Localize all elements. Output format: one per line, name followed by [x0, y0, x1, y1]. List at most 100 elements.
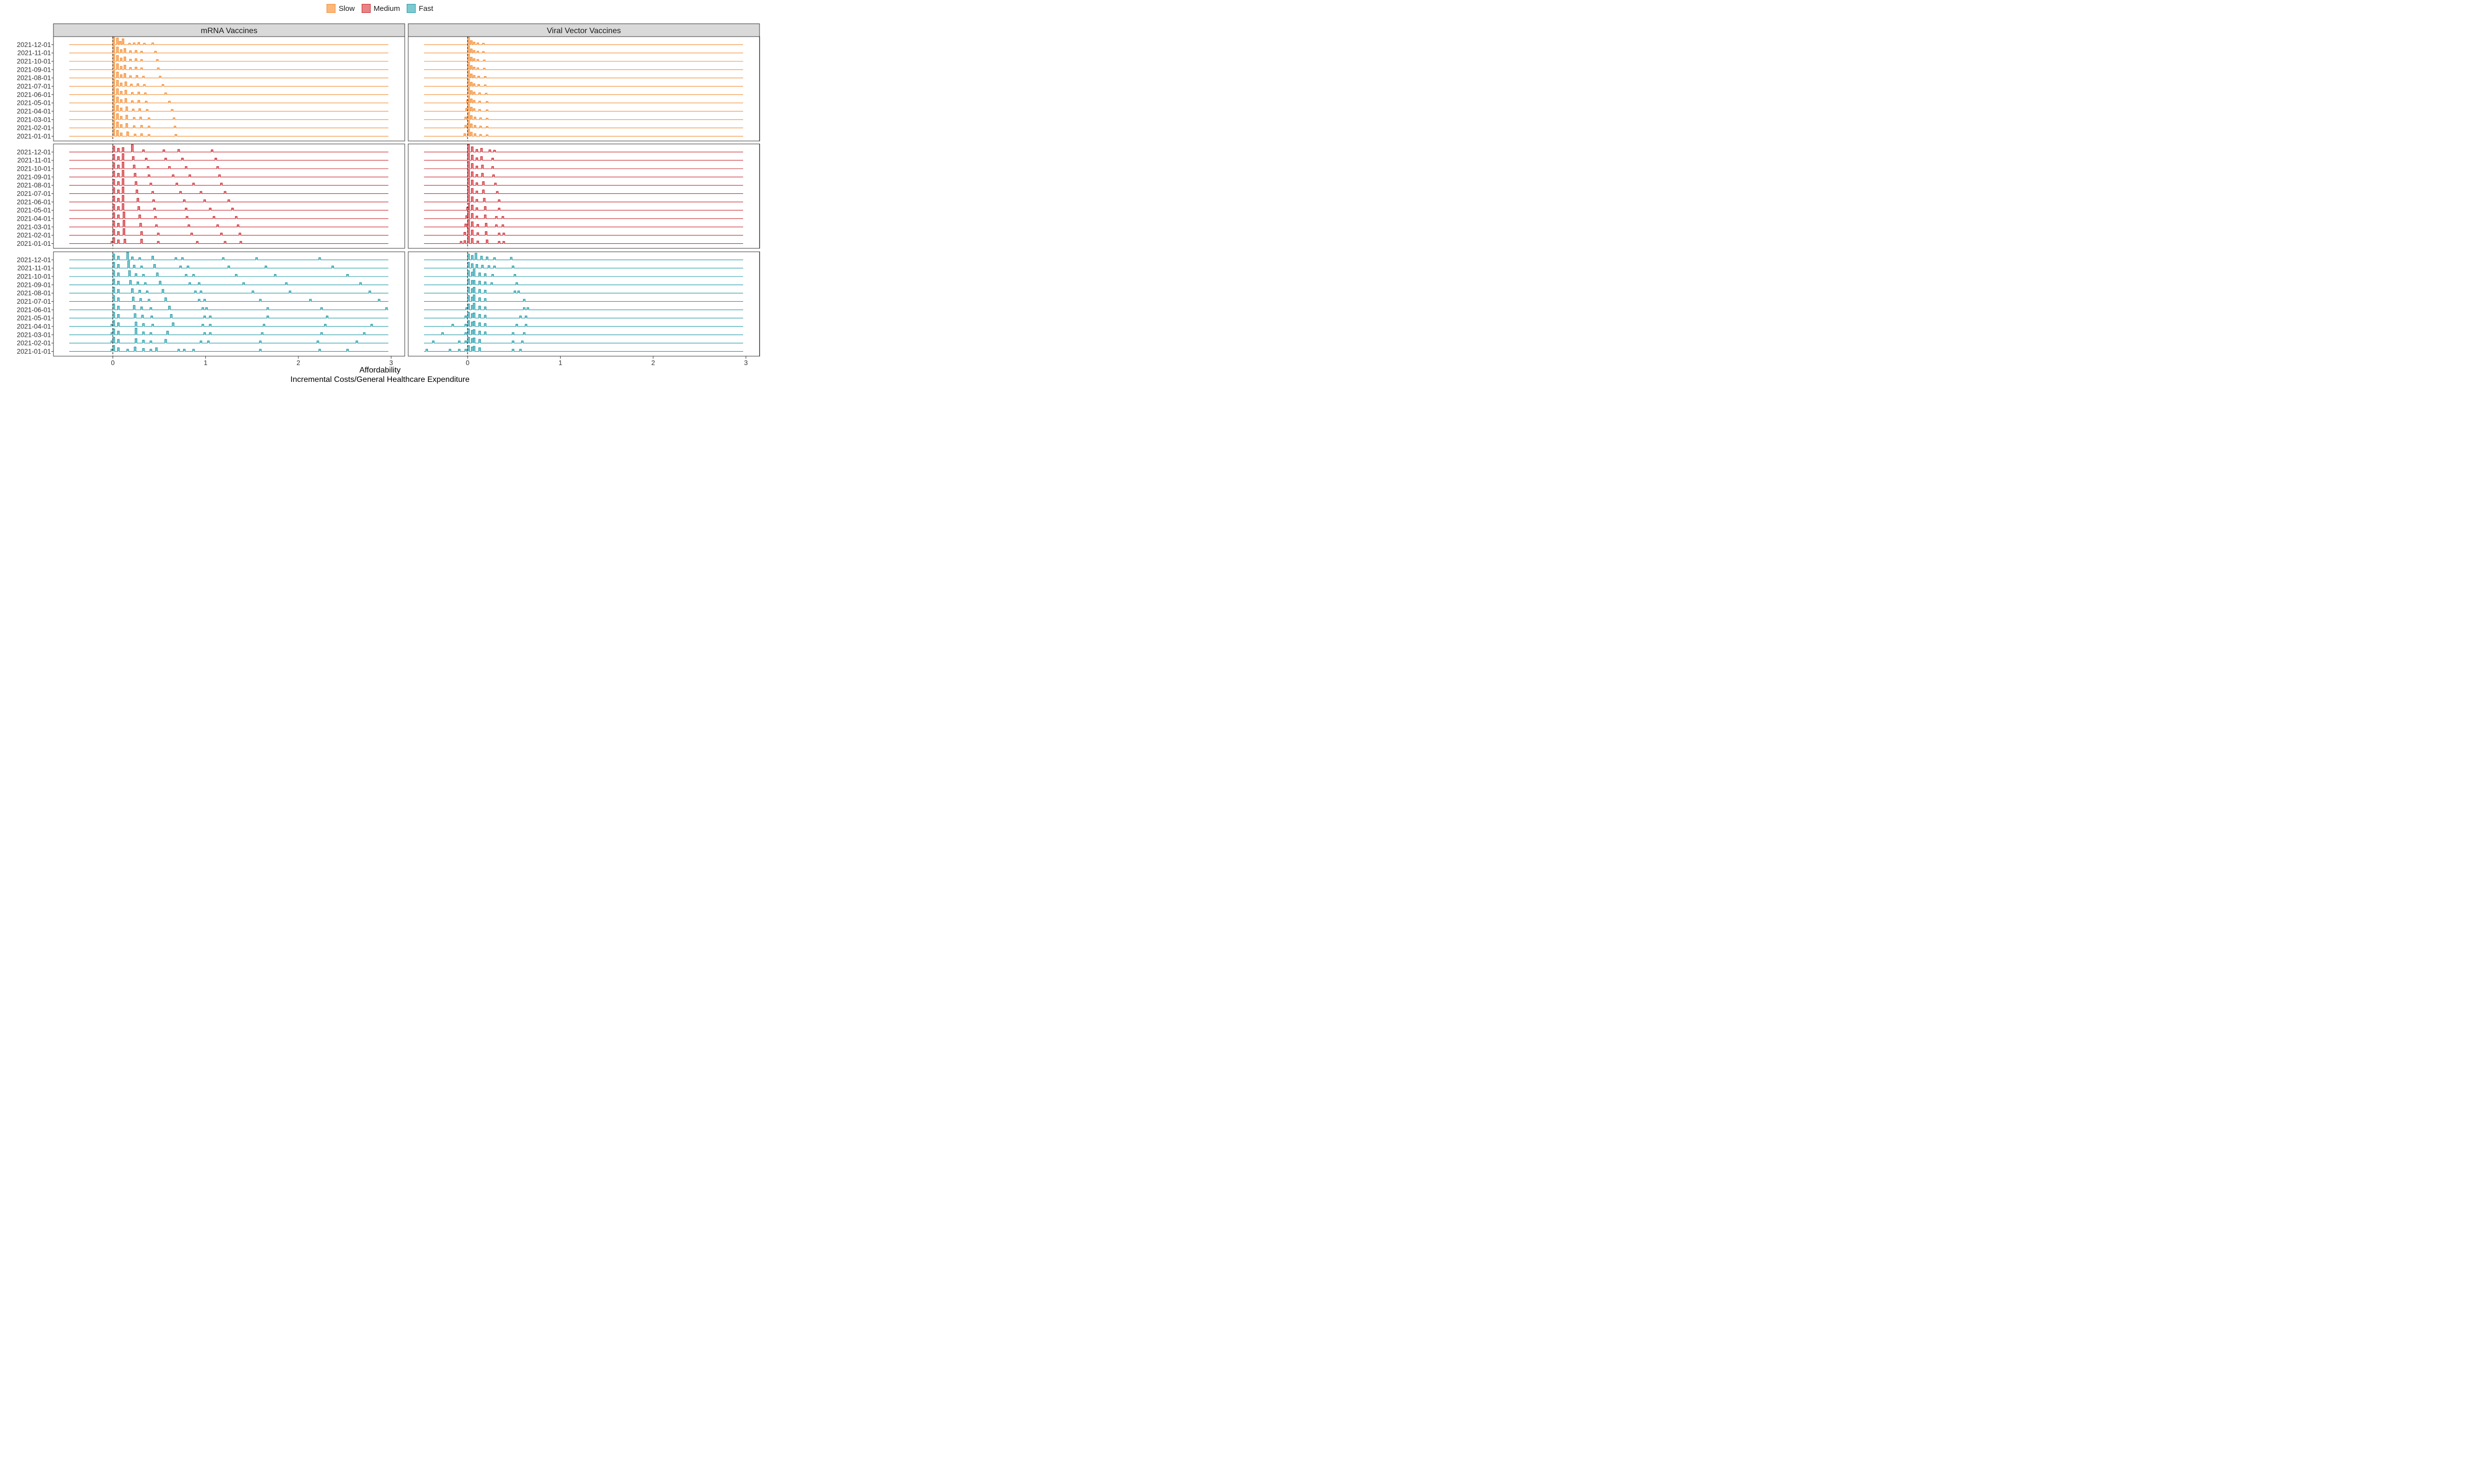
ridge-line-slow — [69, 78, 388, 87]
legend-swatch-slow — [327, 4, 336, 13]
panel-frame-2-1 — [408, 251, 760, 357]
ridge-line-medium — [69, 170, 388, 178]
ridge-fill-slow — [424, 54, 743, 61]
legend-label-slow: Slow — [338, 4, 355, 13]
ridge-fill-slow — [69, 37, 388, 45]
ridge-fill-fast — [69, 261, 388, 269]
ridge-fill-fast — [69, 337, 388, 343]
y-tick-label: 2021-04-01 — [17, 107, 51, 115]
y-tick-label: 2021-12-01 — [17, 256, 51, 264]
ridge-line-slow — [69, 95, 388, 103]
ridge-fill-slow — [69, 46, 388, 53]
panel-frame-1-1 — [408, 143, 760, 249]
ridge-line-fast — [69, 345, 388, 352]
column-strip-1 — [408, 23, 760, 37]
y-tick-label: 2021-03-01 — [17, 116, 51, 123]
ridge-line-fast — [424, 337, 743, 344]
ridge-line-medium — [424, 186, 743, 194]
ridge-fill-medium — [424, 236, 743, 244]
panel-frame-2-0 — [53, 251, 405, 357]
ridge-line-slow — [69, 103, 388, 112]
ridge-line-medium — [69, 195, 388, 202]
ridge-fill-medium — [424, 219, 743, 227]
y-tick-label: 2021-04-01 — [17, 215, 51, 222]
y-tick-label: 2021-06-01 — [17, 306, 51, 314]
ridge-fill-slow — [424, 120, 743, 128]
panel-frame-0-0 — [53, 36, 405, 141]
ridge-line-medium — [69, 153, 388, 161]
ridge-line-medium — [424, 169, 743, 178]
ridge-line-medium — [69, 144, 388, 152]
column-strip-0 — [53, 23, 405, 37]
ridge-line-fast — [424, 320, 743, 327]
y-tick-label: 2021-02-01 — [17, 124, 51, 132]
ridge-line-medium — [69, 220, 388, 228]
y-tick-label: 2021-09-01 — [17, 173, 51, 181]
ridge-fill-slow — [69, 79, 388, 87]
ridge-line-fast — [424, 278, 743, 285]
ridge-fill-fast — [424, 269, 743, 277]
ridge-fill-medium — [69, 144, 388, 152]
y-tick-label: 2021-07-01 — [17, 83, 51, 90]
y-tick-label: 2021-01-01 — [17, 133, 51, 140]
ridge-fill-slow — [69, 103, 388, 111]
ridge-line-fast — [69, 327, 388, 335]
ridge-line-slow — [424, 87, 743, 95]
ridge-fill-slow — [69, 129, 388, 137]
y-tick-label: 2021-08-01 — [17, 289, 51, 297]
ridge-fill-fast — [69, 271, 388, 277]
ridge-fill-fast — [424, 253, 743, 260]
ridge-line-slow — [69, 62, 388, 70]
ridge-fill-slow — [69, 54, 388, 61]
x-tick-label: 3 — [389, 359, 393, 367]
y-tick-label: 2021-10-01 — [17, 57, 51, 65]
ridge-line-slow — [424, 62, 743, 70]
y-tick-label: 2021-01-01 — [17, 240, 51, 247]
ridge-line-medium — [69, 178, 388, 186]
ridge-fill-slow — [69, 112, 388, 120]
ridge-fill-slow — [69, 95, 388, 103]
ridge-line-slow — [69, 128, 388, 137]
ridge-line-slow — [69, 53, 388, 62]
ridge-line-fast — [69, 278, 388, 285]
ridge-fill-medium — [69, 212, 388, 219]
ridge-line-fast — [69, 312, 388, 319]
ridge-fill-fast — [424, 328, 743, 335]
ridge-fill-slow — [424, 112, 743, 120]
ridge-fill-medium — [424, 186, 743, 194]
ridge-line-fast — [69, 252, 388, 260]
ridge-fill-slow — [424, 129, 743, 137]
legend-item-medium: Medium — [361, 4, 400, 13]
ridge-line-medium — [424, 235, 743, 244]
ridge-line-fast — [424, 294, 743, 302]
ridge-line-medium — [424, 144, 743, 152]
ridge-line-fast — [69, 295, 388, 302]
x-tick-label: 0 — [466, 359, 470, 367]
ridge-line-medium — [69, 228, 388, 236]
ridge-fill-medium — [69, 237, 388, 244]
x-axis-title: Affordability — [359, 366, 401, 374]
ridge-fill-medium — [424, 228, 743, 235]
ridge-fill-medium — [69, 170, 388, 177]
ridge-fill-medium — [69, 153, 388, 161]
y-tick-label: 2021-02-01 — [17, 339, 51, 347]
ridge-line-slow — [424, 70, 743, 79]
x-tick-label: 3 — [744, 359, 748, 367]
y-tick-label: 2021-05-01 — [17, 207, 51, 214]
y-tick-label: 2021-09-01 — [17, 66, 51, 73]
legend-swatch-medium — [361, 4, 371, 13]
column-strip-label-1: Viral Vector Vaccines — [547, 27, 621, 35]
ridge-line-medium — [69, 203, 388, 211]
ridge-fill-medium — [69, 179, 388, 186]
ridge-fill-medium — [69, 195, 388, 202]
panel-frame-0-1 — [408, 36, 760, 141]
ridge-fill-slow — [424, 95, 743, 103]
ridge-fill-fast — [69, 328, 388, 335]
chart-root: Slow Medium Fast mRNA Vaccines Viral Vect… — [0, 0, 760, 384]
ridge-line-slow — [69, 37, 388, 45]
y-tick-label: 2021-12-01 — [17, 41, 51, 48]
ridge-fill-slow — [424, 46, 743, 53]
ridge-line-fast — [69, 287, 388, 294]
ridge-fill-fast — [424, 320, 743, 326]
